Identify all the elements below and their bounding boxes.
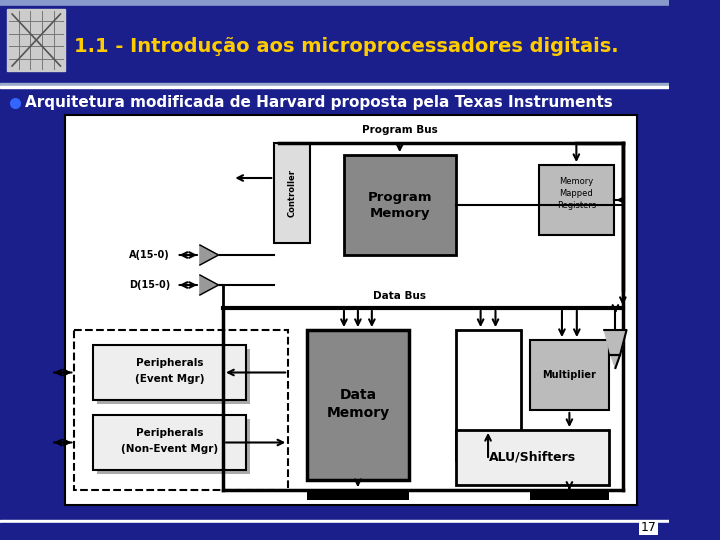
Text: 1.1 - Introdução aos microprocessadores digitais.: 1.1 - Introdução aos microprocessadores … — [74, 37, 619, 57]
Bar — [96, 419, 250, 474]
Bar — [96, 349, 250, 404]
Bar — [7, 9, 65, 71]
Bar — [274, 143, 310, 243]
Text: ALU/Shifters: ALU/Shifters — [489, 451, 576, 464]
Text: (Non-Event Mgr): (Non-Event Mgr) — [121, 444, 218, 455]
Text: Multiplier: Multiplier — [542, 370, 596, 380]
Bar — [0, 6, 670, 86]
Text: Controller: Controller — [287, 169, 297, 217]
Bar — [74, 330, 288, 490]
Polygon shape — [200, 245, 218, 265]
Bar — [456, 430, 609, 485]
Bar — [456, 330, 521, 460]
Bar — [93, 415, 246, 470]
Text: Program: Program — [367, 191, 432, 204]
Text: D(15-0): D(15-0) — [129, 280, 170, 290]
Text: Data Bus: Data Bus — [373, 291, 426, 301]
Text: Peripherals: Peripherals — [136, 359, 204, 368]
Bar — [0, 83, 670, 86]
Text: 17: 17 — [640, 521, 657, 534]
Bar — [344, 155, 456, 255]
Polygon shape — [604, 330, 626, 355]
Bar — [65, 115, 636, 505]
Text: A(15-0): A(15-0) — [130, 250, 170, 260]
Polygon shape — [611, 355, 620, 368]
Bar — [0, 0, 670, 6]
Text: Registers: Registers — [557, 200, 596, 210]
Bar — [0, 523, 670, 540]
Text: Peripherals: Peripherals — [136, 429, 204, 438]
Text: (Event Mgr): (Event Mgr) — [135, 375, 204, 384]
Text: Memory: Memory — [559, 177, 593, 186]
Bar — [0, 520, 670, 523]
Text: Memory: Memory — [369, 206, 430, 219]
Polygon shape — [200, 275, 218, 295]
Bar — [93, 345, 246, 400]
Text: Memory: Memory — [326, 406, 390, 420]
Bar — [307, 490, 409, 500]
Bar — [307, 330, 409, 480]
Text: Arquitetura modificada de Harvard proposta pela Texas Instruments: Arquitetura modificada de Harvard propos… — [25, 96, 613, 111]
Bar — [539, 165, 613, 235]
Bar — [0, 86, 670, 88]
Text: Mapped: Mapped — [559, 188, 593, 198]
Text: Program Bus: Program Bus — [362, 125, 438, 135]
Bar — [530, 340, 609, 410]
Bar — [530, 490, 609, 500]
Text: Data: Data — [339, 388, 377, 402]
